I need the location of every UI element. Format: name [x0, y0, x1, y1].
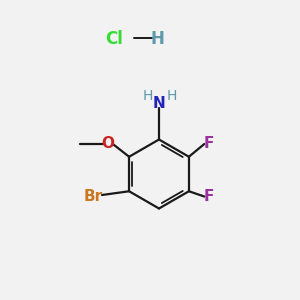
Text: H: H: [142, 89, 153, 103]
Text: Cl: Cl: [105, 30, 123, 48]
Text: H: H: [167, 89, 177, 103]
Text: F: F: [203, 189, 214, 204]
Text: O: O: [101, 136, 115, 152]
Text: F: F: [203, 136, 214, 152]
Text: N: N: [153, 96, 165, 111]
Text: H: H: [151, 30, 164, 48]
Text: Br: Br: [83, 189, 103, 204]
